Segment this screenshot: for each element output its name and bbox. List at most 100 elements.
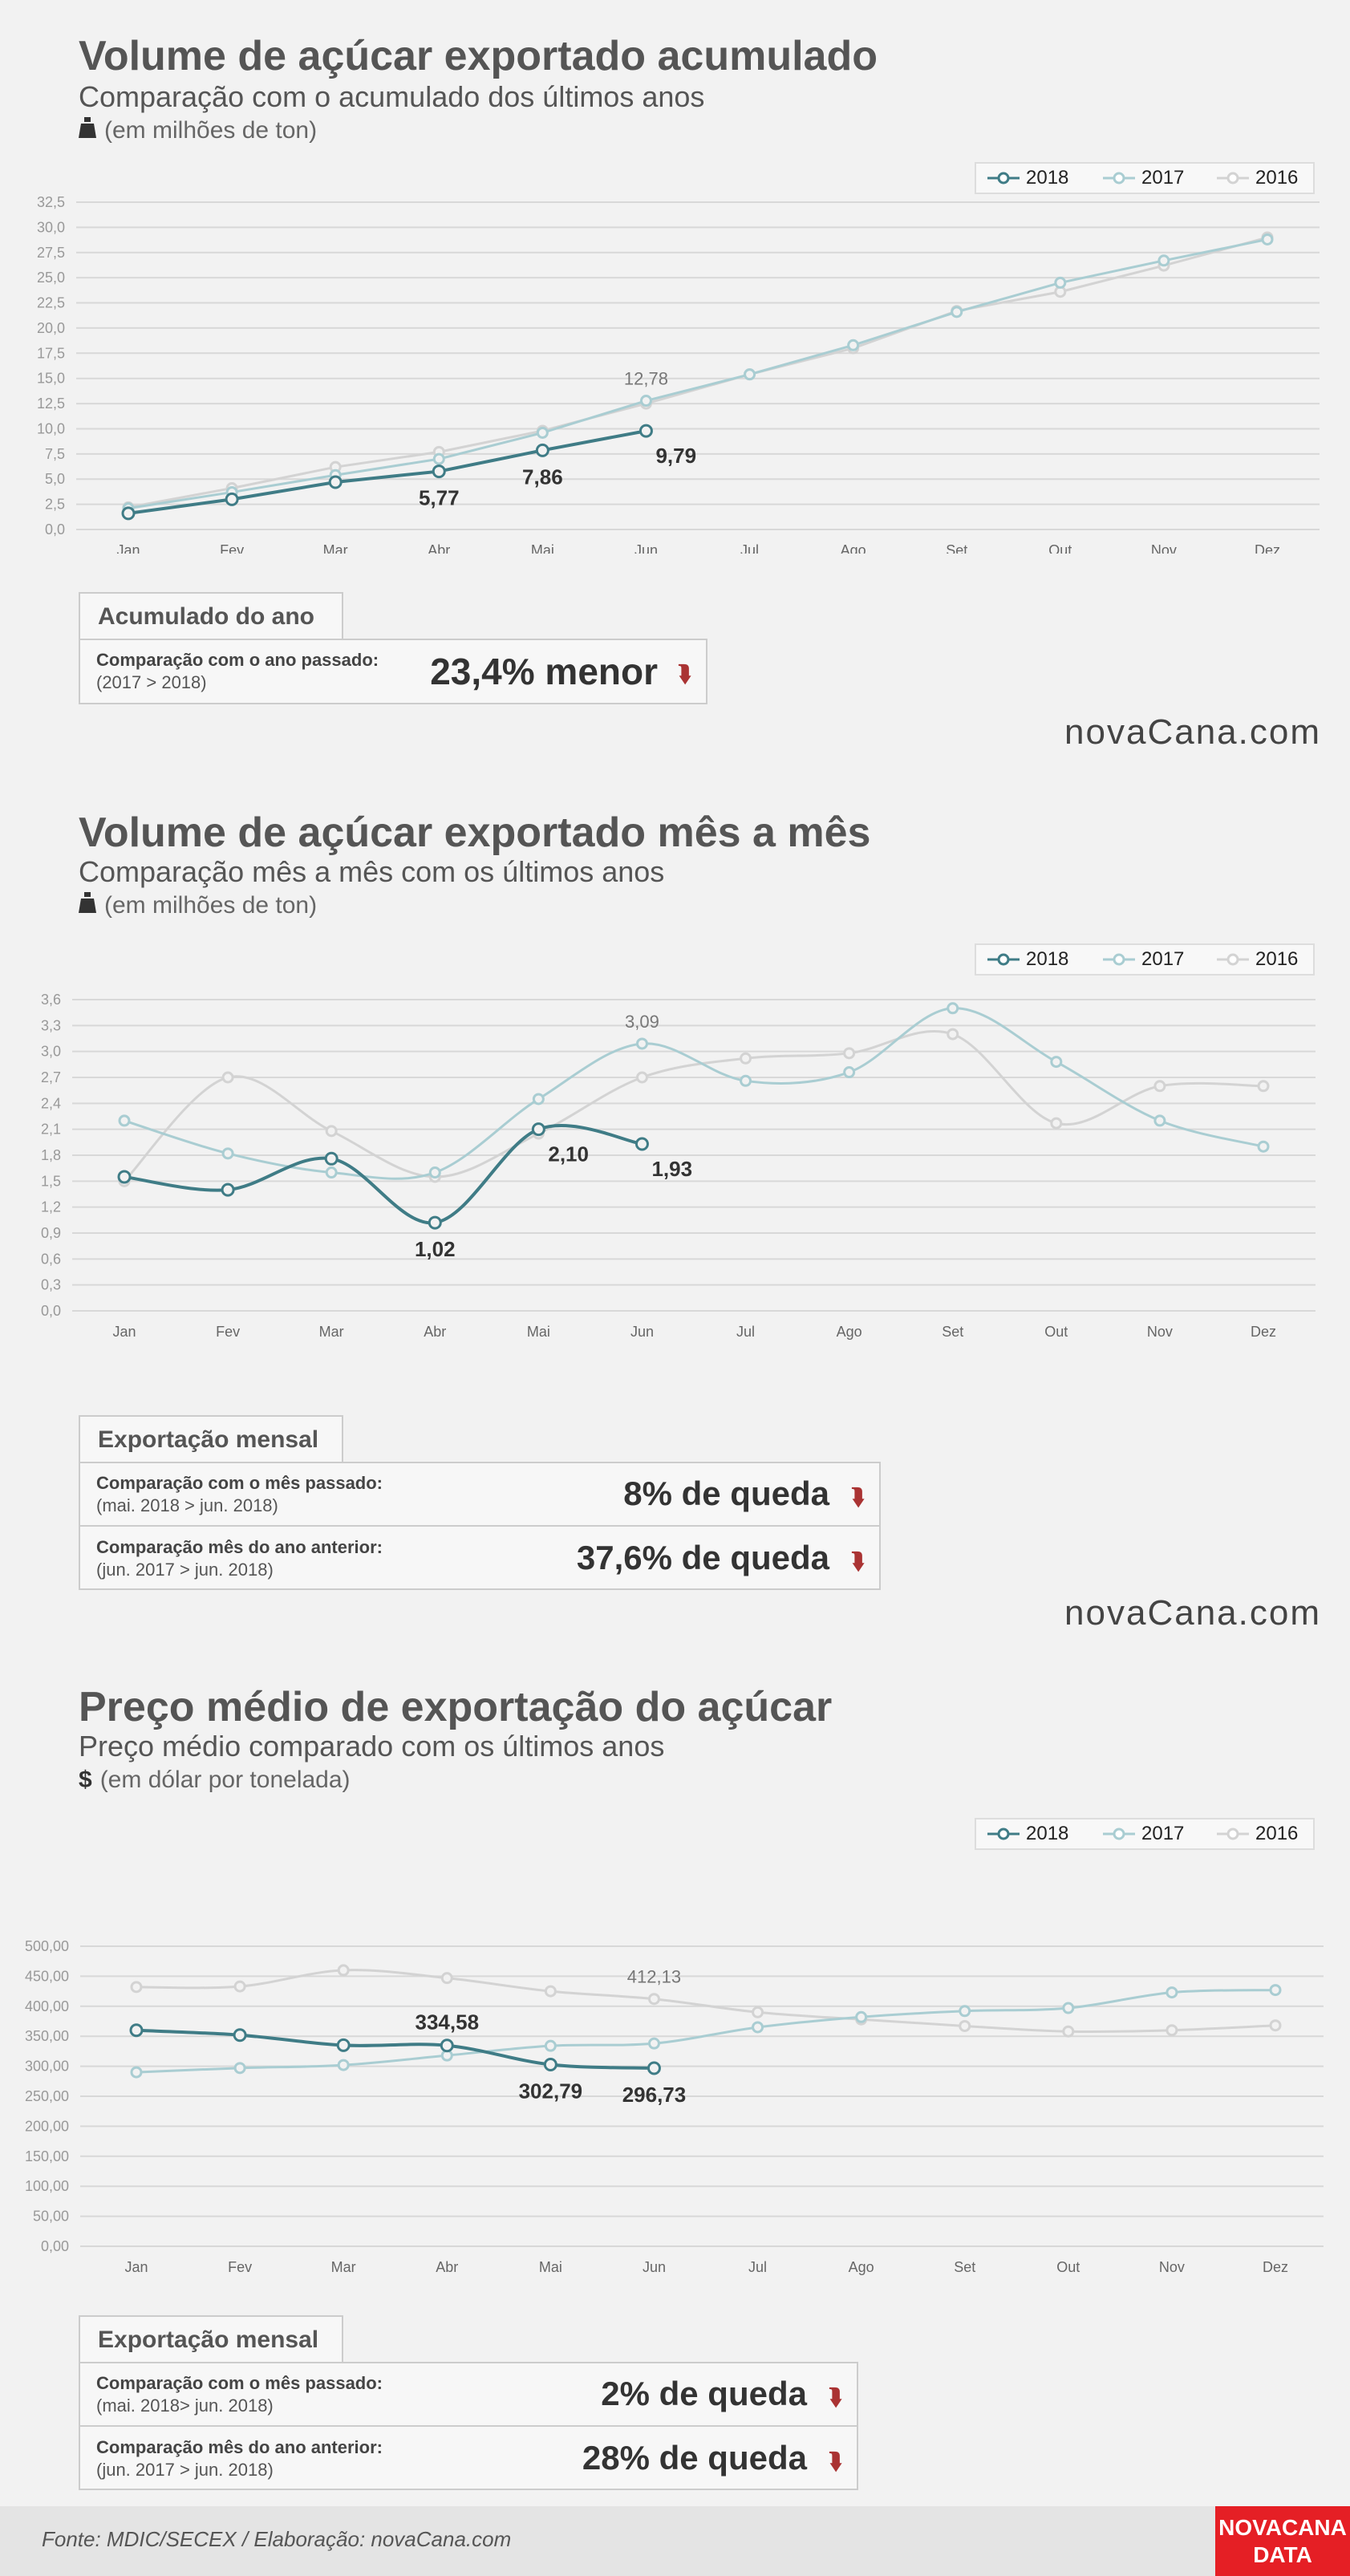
x-tick-label: Mai: [539, 2259, 562, 2275]
data-point-2016: [635, 1071, 648, 1084]
data-point-2017: [1054, 276, 1067, 289]
series-line-2016: [136, 1969, 1276, 2034]
x-tick-label: Ago: [849, 2259, 874, 2275]
y-tick-label: 250,00: [25, 2088, 69, 2104]
data-point-2017: [532, 1093, 545, 1105]
legend-marker-2018: [987, 172, 1020, 185]
x-tick-label: Nov: [1151, 542, 1177, 554]
data-point-2017: [428, 1166, 441, 1179]
data-point-2018: [531, 1122, 545, 1137]
brand-line-2: DATA: [1253, 2542, 1312, 2567]
data-point-2017: [1153, 1114, 1166, 1127]
y-tick-label: 17,5: [37, 345, 65, 361]
novacana-logo: novaCana.com: [1064, 1593, 1321, 1633]
section-monthly: Volume de açúcar exportado mês a mês Com…: [41, 809, 1321, 1633]
legend-label-2017: 2017: [1141, 948, 1185, 970]
summary-row-period: (mai. 2018> jun. 2018): [96, 2395, 274, 2416]
legend-marker-2018: [987, 953, 1020, 966]
x-tick-label: Set: [946, 542, 967, 554]
x-tick-label: Dez: [1251, 1324, 1276, 1340]
monthly-line-chart: 0,0 0,3 0,6 0,9 1,2 1,5 1,8 2,1 2,4 2,7 3,0 3,3 3,6 J…: [41, 992, 1316, 1340]
x-tick-label: Nov: [1147, 1324, 1173, 1340]
x-tick-label: Mar: [319, 1324, 344, 1340]
data-point-2016: [1062, 2025, 1075, 2038]
data-point-2017: [855, 2010, 868, 2023]
legend-marker-2017: [1103, 172, 1135, 185]
brand-line-1: NOVACANA: [1218, 2515, 1347, 2540]
data-point-2017: [118, 1114, 131, 1127]
data-label: 2,10: [548, 1142, 589, 1166]
data-point-2018: [233, 2028, 247, 2043]
data-point-2016: [647, 1993, 660, 2006]
data-point-2018: [634, 1137, 649, 1151]
y-tick-label: 5,0: [45, 471, 65, 487]
y-tick-label: 0,00: [41, 2238, 69, 2254]
y-tick-label: 200,00: [25, 2118, 69, 2134]
section-accumulated: Volume de açúcar exportado acumulado Com…: [0, 0, 1350, 786]
y-tick-label: 20,0: [37, 320, 65, 336]
summary-row-period: (jun. 2017 > jun. 2018): [96, 2460, 274, 2480]
data-point-2017: [947, 1002, 959, 1015]
y-tick-label: 2,1: [41, 1122, 61, 1138]
unit-text: (em milhões de ton): [104, 892, 318, 919]
data-point-2017: [959, 2005, 971, 2018]
data-label: 1,93: [651, 1157, 692, 1181]
data-label: 296,73: [622, 2083, 687, 2107]
x-tick-label: Mar: [323, 542, 348, 554]
data-point-2017: [847, 339, 860, 351]
data-point-2018: [117, 1170, 132, 1184]
legend-marker-2017: [1103, 1828, 1135, 1840]
x-tick-label: Abr: [424, 1324, 446, 1340]
legend-label-2016: 2016: [1255, 948, 1299, 970]
x-tick-label: Set: [942, 1324, 963, 1340]
data-point-2017: [843, 1066, 856, 1079]
accumulated-line-chart: 0,0 2,5 5,0 7,5 10,0 12,5 15,0 17,5 20,0 22,5 25,0…: [37, 194, 1320, 554]
x-tick-label: Mar: [331, 2259, 356, 2275]
data-point-2018: [639, 424, 653, 438]
legend-marker-2018: [987, 1828, 1020, 1840]
section-title: Volume de açúcar exportado acumulado: [79, 33, 878, 79]
legend-label-2017: 2017: [1141, 167, 1185, 189]
summary-row-value: 23,4% menor: [430, 651, 658, 692]
summary-row-label: Comparação com o mês passado:: [96, 1473, 383, 1493]
data-point-2017: [544, 2039, 557, 2052]
data-label: 5,77: [419, 486, 460, 510]
summary-row-period: (mai. 2018 > jun. 2018): [96, 1495, 278, 1515]
data-point-2017: [752, 2021, 764, 2034]
data-point-2017: [432, 452, 445, 465]
x-tick-label: Jul: [740, 542, 759, 554]
data-point-2016: [947, 1028, 959, 1041]
y-tick-label: 0,3: [41, 1277, 61, 1293]
x-tick-label: Ago: [841, 542, 866, 554]
y-tick-label: 3,0: [41, 1044, 61, 1060]
data-point-2018: [324, 1151, 339, 1166]
summary-divider: [80, 1525, 879, 1527]
x-tick-label: Jun: [630, 1324, 654, 1340]
double-chevron-down-icon: ⮯: [829, 2448, 842, 2473]
x-tick-label: Jul: [748, 2259, 767, 2275]
summary-tab: Exportação mensal: [79, 2315, 343, 2362]
x-tick-label: Jun: [634, 542, 658, 554]
legend-label-2018: 2018: [1026, 167, 1069, 189]
unit-text: (em dólar por tonelada): [99, 1767, 351, 1793]
legend-marker-2016: [1217, 1828, 1249, 1840]
y-tick-label: 32,5: [37, 194, 65, 210]
data-point-2017: [325, 1166, 338, 1179]
summary-row-period: (2017 > 2018): [96, 672, 207, 692]
summary-row-label: Comparação mês do ano anterior:: [96, 2437, 383, 2457]
x-tick-label: Mai: [531, 542, 554, 554]
x-tick-label: Dez: [1263, 2259, 1288, 2275]
section-subtitle: Preço médio comparado com os últimos ano…: [79, 1730, 665, 1763]
y-tick-label: 0,0: [41, 1303, 61, 1319]
data-point-2018: [428, 1215, 442, 1230]
data-point-2016: [1269, 2019, 1282, 2032]
summary-row-value: 28% de queda: [582, 2439, 807, 2477]
data-point-2017: [1166, 1986, 1178, 1999]
summary-row: Comparação mês do ano anterior: (jun. 20…: [80, 2428, 857, 2489]
series-line-2016: [123, 1029, 1264, 1183]
source-credit: Fonte: MDIC/SECEX / Elaboração: novaCana…: [42, 2527, 512, 2551]
summary-box: Comparação com o mês passado: (mai. 2018…: [79, 1462, 881, 1590]
x-tick-label: Abr: [428, 542, 450, 554]
summary-box: Comparação com o ano passado: (2017 > 20…: [79, 639, 707, 704]
y-tick-label: 3,3: [41, 1017, 61, 1033]
